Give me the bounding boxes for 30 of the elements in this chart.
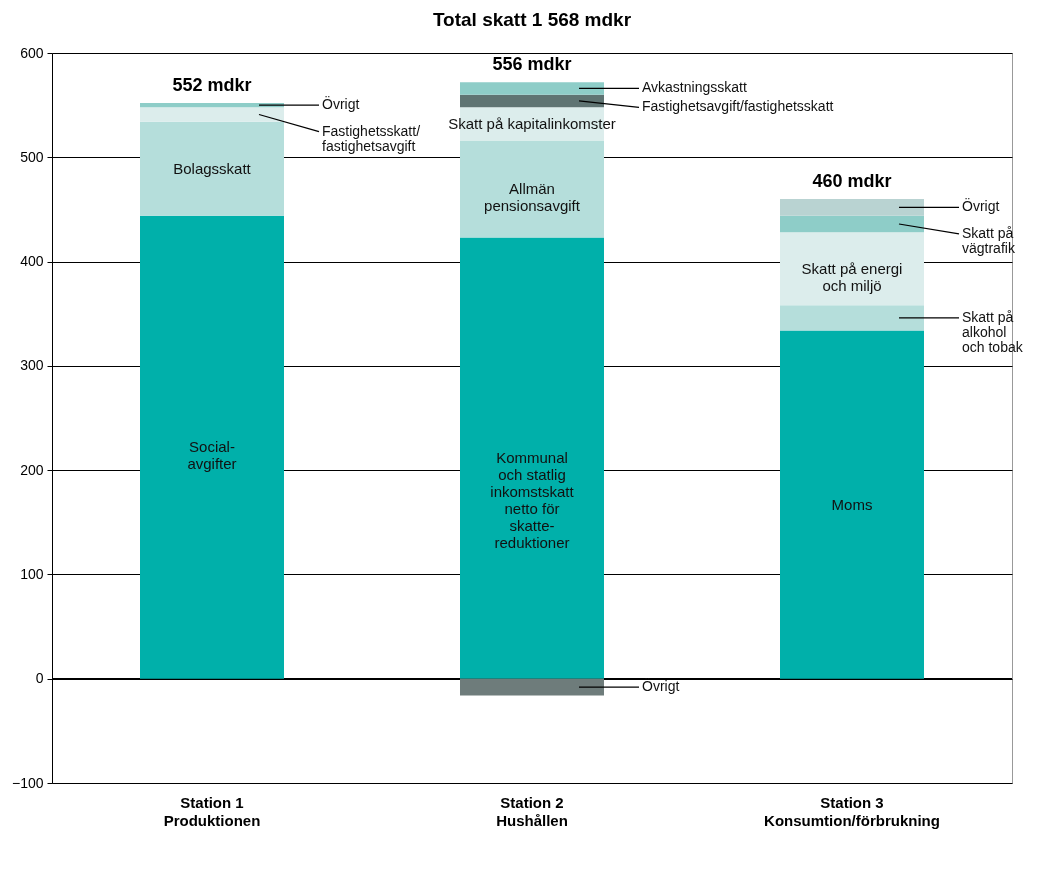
text: Övrigt <box>642 677 680 695</box>
text: Övrigt <box>322 95 360 113</box>
total-label: 556 mdkr <box>492 54 572 75</box>
text: Övrigt <box>962 197 1000 215</box>
y-tick-label: 200 <box>20 461 44 478</box>
y-tick-label: 600 <box>20 44 44 61</box>
series-label: Moms <box>831 495 873 513</box>
series-label: Social- avgifter <box>187 438 237 473</box>
text: Skatt på vägtrafik <box>962 224 1016 256</box>
series-label: Skatt på kapitalinkomster <box>448 114 616 132</box>
y-tick-label: −100 <box>11 774 44 791</box>
x-tick-label: Station 2 Hushållen <box>496 793 568 829</box>
y-tick-label: 100 <box>20 565 44 582</box>
y-tick-label: 500 <box>20 148 44 165</box>
x-tick-label: Station 1 Produktionen <box>163 793 261 829</box>
y-tick-label: 300 <box>20 357 44 374</box>
series-label: Skatt på energi och miljö <box>801 259 903 294</box>
series-label: Bolagsskatt <box>173 159 252 177</box>
total-label: 552 mdkr <box>172 75 252 96</box>
text: Fastighetsavgift/fastighetsskatt <box>642 98 834 115</box>
series-label: Kommunal och statlig inkomstskatt netto för skatte- reduktioner <box>490 449 575 552</box>
total-label: 460 mdkr <box>812 171 892 191</box>
chart-title: Total skatt 1 568 mdkr <box>432 9 632 30</box>
text: Avkastningsskatt <box>642 79 747 96</box>
text: Fastighetsskatt/ fastighetsavgift <box>322 122 421 154</box>
x-tick-label: Station 3 Konsumtion/förbrukning <box>764 793 940 829</box>
y-tick-label: 0 <box>35 670 44 687</box>
series-label: Allmän pensionsavgift <box>484 180 581 215</box>
text: Skatt på alkohol och tobak <box>962 308 1024 355</box>
y-tick-label: 400 <box>20 253 44 270</box>
